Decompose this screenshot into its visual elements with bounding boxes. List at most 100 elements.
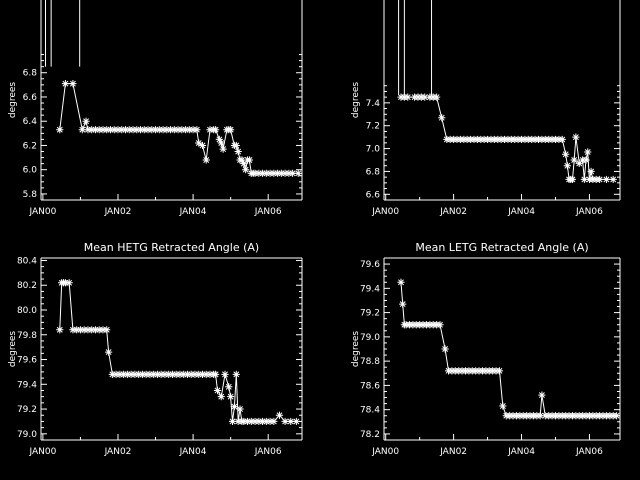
data-point xyxy=(69,326,77,334)
data-point xyxy=(213,386,222,395)
y-tick-label: 79.0 xyxy=(360,333,380,343)
data-point xyxy=(181,126,190,134)
data-point xyxy=(56,126,64,134)
data-point xyxy=(99,126,107,134)
data-point xyxy=(133,126,141,134)
data-point xyxy=(95,326,103,334)
data-point xyxy=(110,126,118,134)
data-point xyxy=(234,147,242,156)
data-point xyxy=(138,370,146,378)
y-tick-label: 79.8 xyxy=(17,331,37,341)
data-point xyxy=(294,169,302,177)
x-tick-label: JAN04 xyxy=(179,447,207,457)
data-point xyxy=(212,370,220,378)
data-point xyxy=(159,126,167,134)
data-point xyxy=(572,133,580,141)
data-point xyxy=(82,117,90,125)
y-axis-label: degrees xyxy=(8,331,18,368)
data-point xyxy=(104,348,113,356)
data-point xyxy=(234,417,242,426)
data-point xyxy=(255,417,263,426)
data-point xyxy=(206,370,214,378)
data-point xyxy=(219,145,227,153)
data-point xyxy=(255,169,263,177)
data-point xyxy=(266,417,274,426)
data-point xyxy=(136,126,145,134)
data-point xyxy=(108,370,116,378)
chart-panel-1: 5.8 6.0 6.2 6.4 6.6 6.8 JAN00 JAN02 JAN04 JAN06 de… xyxy=(8,0,303,217)
chart-panel-4: 78.2 78.4 78.6 78.8 79.0 79.2 79.4 79.6 JAN00 JAN… xyxy=(351,241,621,457)
y-tick-label: 6.6 xyxy=(366,190,381,200)
y-tick-label: 7.0 xyxy=(366,145,381,155)
data-point xyxy=(258,169,267,177)
data-point xyxy=(116,370,124,378)
data-point xyxy=(183,370,192,378)
data-point xyxy=(232,141,240,150)
data-point xyxy=(140,126,148,134)
data-point xyxy=(285,169,293,177)
data-point xyxy=(587,167,595,176)
plot-area xyxy=(397,0,617,184)
y-tick-label: 6.6 xyxy=(23,93,38,103)
data-point xyxy=(243,417,252,426)
x-tick-label: JAN04 xyxy=(507,207,535,217)
data-point xyxy=(170,126,178,134)
x-tick-label: JAN06 xyxy=(575,447,603,457)
data-point xyxy=(270,417,278,426)
x-tick-label: JAN00 xyxy=(28,447,56,457)
y-tick-label: 78.8 xyxy=(360,357,380,367)
data-point xyxy=(99,326,107,334)
data-point xyxy=(399,300,407,308)
data-point xyxy=(584,148,592,156)
chart-panel-3: 79.0 79.2 79.4 79.6 79.8 80.0 80.2 80.4 JAN00 JAN… xyxy=(8,241,303,457)
data-point xyxy=(245,156,254,164)
data-point xyxy=(242,166,250,174)
x-tick-label: JAN06 xyxy=(254,447,282,457)
data-point xyxy=(225,383,233,391)
data-point xyxy=(135,370,143,378)
x-tick-label: JAN00 xyxy=(28,207,56,217)
data-point xyxy=(120,370,128,378)
y-tick-label: 78.6 xyxy=(360,381,380,391)
y-tick-label: 80.2 xyxy=(17,281,37,291)
data-point xyxy=(287,417,295,426)
data-point xyxy=(580,175,588,184)
y-axis-label: degrees xyxy=(351,331,361,368)
data-point xyxy=(397,278,405,286)
data-point xyxy=(88,326,96,334)
data-point xyxy=(69,80,77,88)
data-point xyxy=(112,370,120,378)
data-point xyxy=(129,126,137,134)
x-tick-label: JAN04 xyxy=(179,207,207,217)
data-point xyxy=(232,370,240,378)
data-point xyxy=(441,345,449,353)
x-tick-label: JAN02 xyxy=(104,447,132,457)
data-point xyxy=(221,370,229,378)
data-point xyxy=(575,159,583,168)
data-point xyxy=(95,126,103,134)
x-tick-label: JAN00 xyxy=(371,447,399,457)
data-point xyxy=(438,114,446,122)
data-point xyxy=(206,126,214,134)
data-point xyxy=(146,370,154,378)
y-tick-label: 80.4 xyxy=(17,256,37,266)
data-point xyxy=(292,417,300,426)
x-tick-label: JAN06 xyxy=(254,207,282,217)
data-point xyxy=(103,326,111,334)
data-point xyxy=(123,370,131,378)
data-point xyxy=(236,405,244,413)
data-point xyxy=(172,370,180,378)
x-tick-label: JAN06 xyxy=(575,207,603,217)
data-point xyxy=(78,126,86,134)
y-tick-label: 5.8 xyxy=(23,190,38,200)
data-point xyxy=(155,126,163,134)
data-point xyxy=(568,175,577,184)
data-point xyxy=(174,126,182,134)
data-point xyxy=(153,370,162,378)
y-tick-label: 7.2 xyxy=(366,122,380,132)
data-point xyxy=(563,162,571,170)
data-point xyxy=(148,126,156,134)
data-point xyxy=(613,412,620,420)
data-point xyxy=(202,370,210,378)
data-point xyxy=(195,139,203,147)
